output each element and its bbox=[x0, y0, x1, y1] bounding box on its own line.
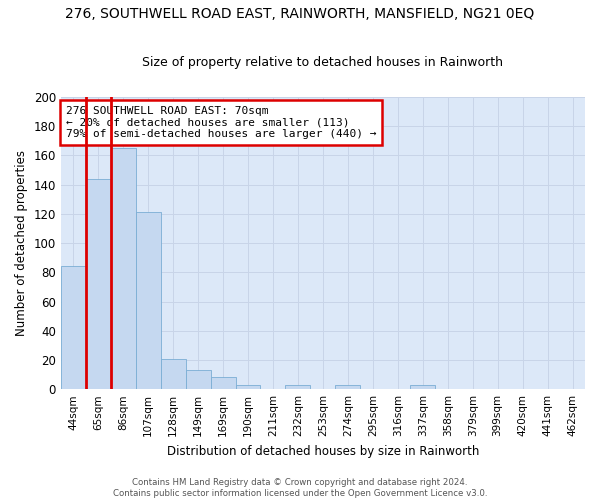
Bar bbox=[161, 358, 185, 389]
Text: Contains HM Land Registry data © Crown copyright and database right 2024.
Contai: Contains HM Land Registry data © Crown c… bbox=[113, 478, 487, 498]
Bar bbox=[286, 385, 310, 389]
Bar bbox=[111, 148, 136, 389]
X-axis label: Distribution of detached houses by size in Rainworth: Distribution of detached houses by size … bbox=[167, 444, 479, 458]
Text: 276 SOUTHWELL ROAD EAST: 70sqm
← 20% of detached houses are smaller (113)
79% of: 276 SOUTHWELL ROAD EAST: 70sqm ← 20% of … bbox=[66, 106, 377, 139]
Text: 276, SOUTHWELL ROAD EAST, RAINWORTH, MANSFIELD, NG21 0EQ: 276, SOUTHWELL ROAD EAST, RAINWORTH, MAN… bbox=[65, 8, 535, 22]
Bar bbox=[61, 266, 86, 389]
Bar bbox=[136, 212, 161, 389]
Title: Size of property relative to detached houses in Rainworth: Size of property relative to detached ho… bbox=[142, 56, 503, 70]
Bar bbox=[236, 385, 260, 389]
Y-axis label: Number of detached properties: Number of detached properties bbox=[15, 150, 28, 336]
Bar bbox=[410, 385, 435, 389]
Bar bbox=[211, 378, 236, 389]
Bar bbox=[86, 179, 111, 389]
Bar bbox=[335, 385, 361, 389]
Bar bbox=[185, 370, 211, 389]
